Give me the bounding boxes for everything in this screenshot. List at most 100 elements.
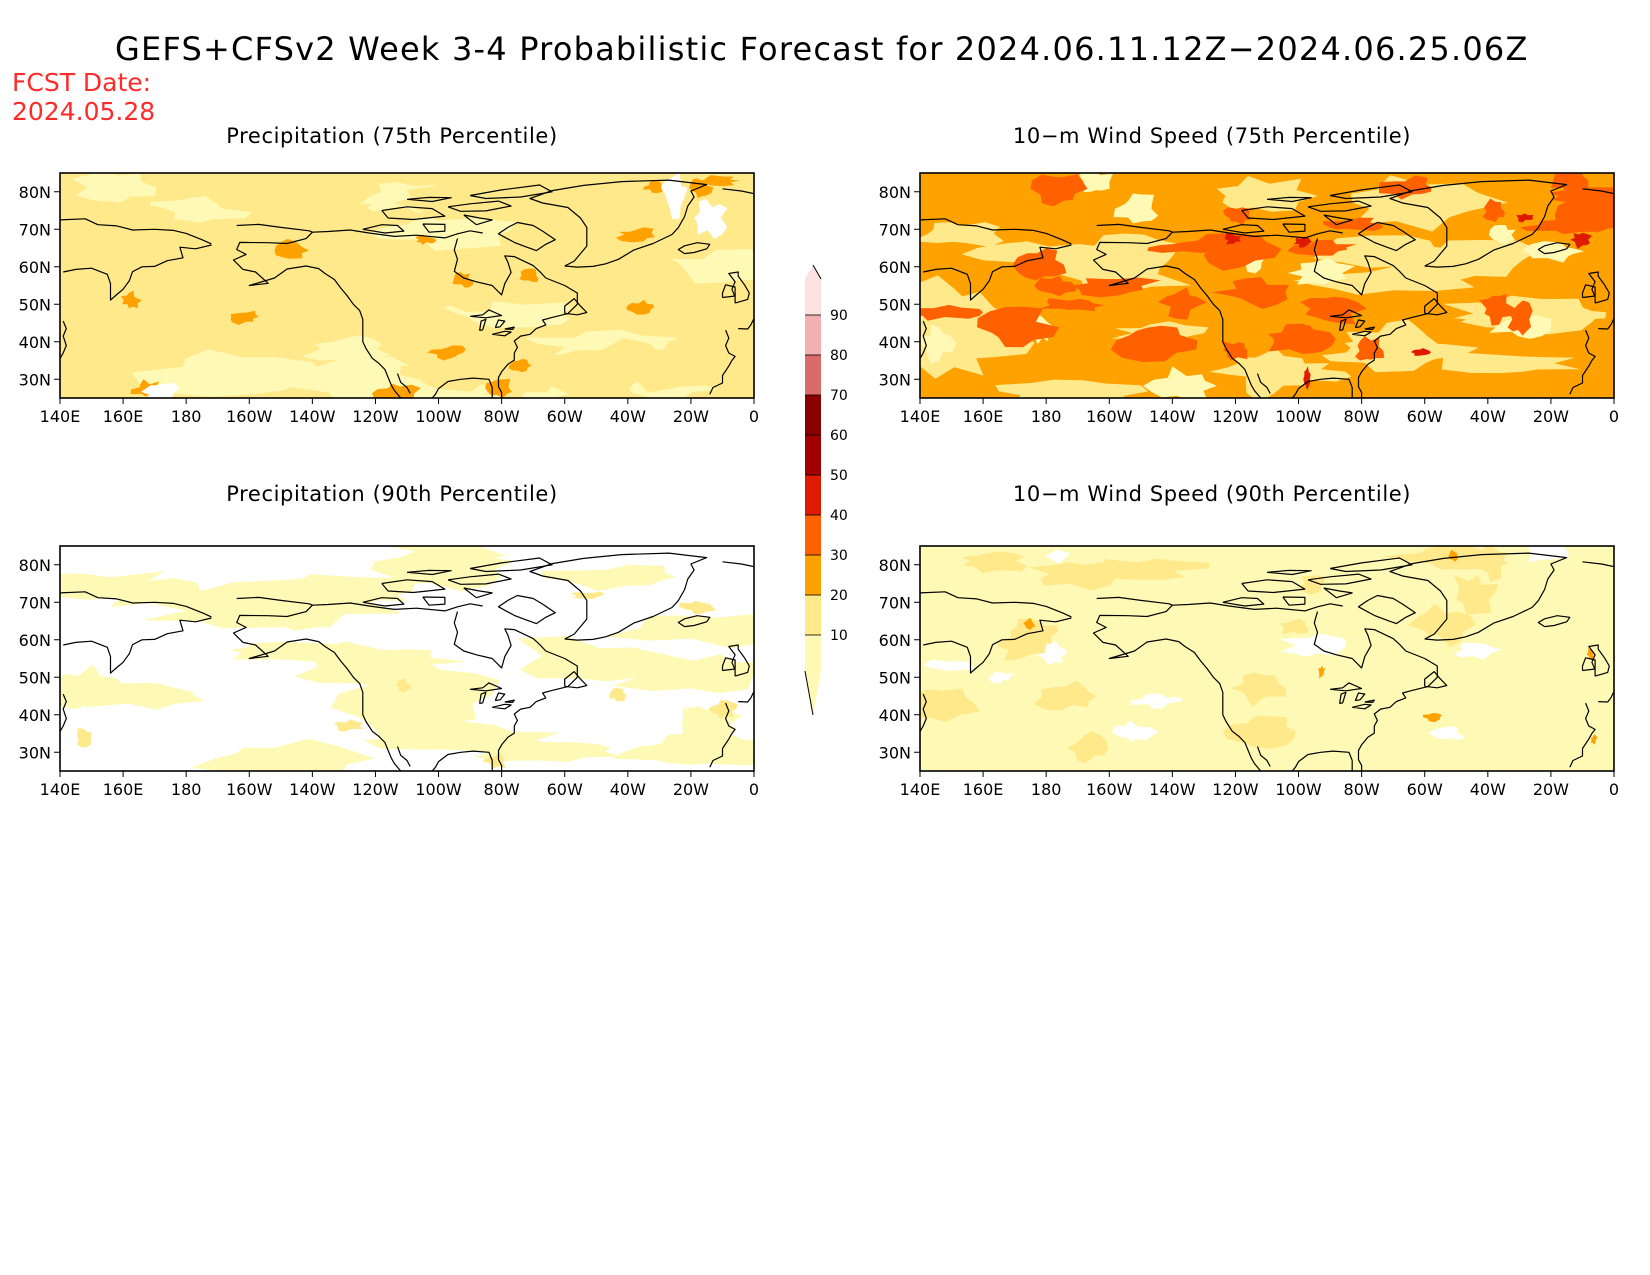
coastline	[564, 671, 588, 689]
shaded-region	[1231, 672, 1287, 708]
coastline	[60, 591, 212, 618]
coastline	[1282, 223, 1306, 233]
shaded-region	[1280, 633, 1346, 657]
lon-tick-label: 0	[749, 407, 759, 426]
shaded-region	[519, 268, 539, 283]
shaded-region	[371, 383, 421, 398]
lon-tick-label: 20W	[1533, 780, 1569, 799]
map-field-precip-90	[60, 546, 754, 771]
shaded-region	[1039, 298, 1105, 312]
shaded-region	[482, 752, 507, 769]
coastline	[1330, 309, 1363, 319]
coastline	[63, 244, 212, 301]
lon-tick-label: 180	[1031, 407, 1062, 426]
coastline	[232, 596, 402, 771]
coastline	[1588, 644, 1610, 677]
coastline	[1329, 184, 1413, 200]
shaded-region	[661, 173, 688, 219]
coastline	[494, 319, 506, 329]
coastline	[1092, 223, 1262, 398]
lon-tick-label: 100W	[1275, 780, 1322, 799]
shaded-region	[452, 272, 474, 288]
lon-tick-label: 140E	[40, 407, 81, 426]
coastline	[396, 373, 411, 394]
shaded-region	[1411, 348, 1431, 356]
coastline	[1354, 319, 1366, 329]
coastline	[492, 330, 512, 337]
lon-tick-label: 120W	[1212, 407, 1259, 426]
shaded-region	[107, 294, 269, 335]
coastline	[60, 320, 67, 360]
lon-tick-label: 0	[1609, 780, 1619, 799]
shaded-region	[1045, 549, 1070, 565]
shaded-region	[605, 614, 754, 649]
coastline	[447, 573, 512, 585]
coastline	[1357, 594, 1416, 625]
colorbar-segment	[805, 475, 821, 515]
coastline	[738, 691, 754, 703]
lon-tick-label: 180	[171, 407, 202, 426]
shaded-region	[1222, 715, 1296, 749]
coastline	[362, 224, 405, 234]
panels-layer: 80N 70N 60N 50N 40N 30N 140E 160E 180 160W 140W 120…	[19, 172, 1619, 799]
lat-tick-label: 50N	[19, 295, 51, 314]
coastline	[1330, 682, 1363, 692]
coastline	[1352, 330, 1372, 337]
colorbar-segment	[805, 435, 821, 475]
coastlines	[60, 179, 754, 398]
colorbar-segment	[805, 555, 821, 595]
shaded-region	[699, 175, 741, 187]
coastline	[920, 693, 927, 733]
coastline	[469, 557, 553, 573]
coastline	[1256, 746, 1271, 767]
shaded-region	[995, 379, 1149, 398]
shaded-region	[1453, 642, 1503, 660]
lon-tick-label: 160W	[226, 780, 273, 799]
shaded-region	[654, 248, 754, 284]
shaded-region	[962, 551, 1028, 574]
lon-tick-label: 40W	[610, 780, 646, 799]
shaded-region	[679, 600, 717, 615]
coastline	[1291, 750, 1353, 771]
shaded-region	[1023, 617, 1036, 630]
panel-title-wind-75: 10−m Wind Speed (75th Percentile)	[1012, 124, 1412, 148]
shaded-region	[1110, 325, 1198, 362]
coastline	[381, 579, 446, 594]
shaded-region	[508, 358, 532, 373]
lon-tick-label: 120W	[1212, 780, 1259, 799]
coastline	[1598, 318, 1614, 330]
coastline	[1354, 692, 1366, 702]
lon-tick-label: 140E	[40, 780, 81, 799]
shaded-region	[988, 671, 1016, 684]
lat-tick-label: 50N	[879, 295, 911, 314]
shaded-region	[324, 649, 467, 674]
colorbar-level-label: 80	[830, 348, 848, 364]
coastline	[564, 298, 588, 316]
lon-tick-label: 80W	[484, 780, 520, 799]
shaded-region	[1507, 300, 1533, 336]
shaded-region	[1318, 665, 1325, 679]
coastline	[470, 309, 503, 319]
coastline	[721, 284, 736, 299]
colorbar-outline	[812, 264, 822, 280]
coastline	[529, 552, 708, 641]
lon-tick-label: 160W	[226, 407, 273, 426]
coastline	[422, 223, 446, 233]
shaded-region	[256, 192, 396, 235]
map-frame	[919, 545, 1615, 772]
shaded-region	[666, 328, 752, 357]
shaded-region	[1287, 239, 1357, 256]
lat-tick-label: 70N	[879, 220, 911, 239]
coastline	[1339, 318, 1347, 332]
lon-tick-label: 120W	[352, 407, 399, 426]
colorbar-level-label: 10	[830, 628, 848, 644]
map-panel-wind-75: 80N 70N 60N 50N 40N 30N 140E 160E 180 160W 140W 120…	[879, 172, 1619, 426]
coastline	[1582, 188, 1614, 195]
coastline	[431, 750, 493, 771]
lon-tick-label: 0	[1609, 407, 1619, 426]
coastline	[406, 196, 452, 203]
colorbar-level-label: 70	[830, 388, 848, 404]
lat-tick-label: 80N	[879, 556, 911, 575]
lon-tick-label: 20W	[673, 780, 709, 799]
coastline	[529, 179, 708, 268]
